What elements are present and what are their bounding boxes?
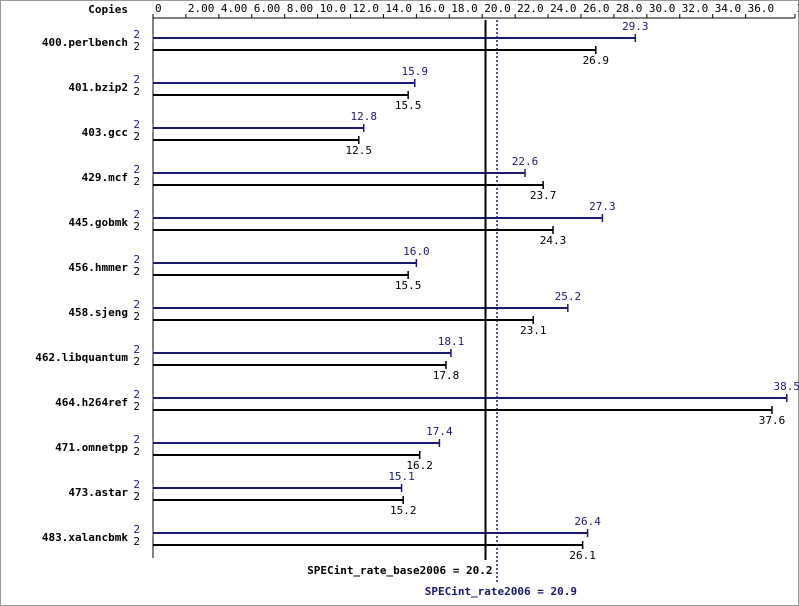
- x-tick-label: 8.00: [287, 2, 314, 15]
- copies-label: 2: [133, 175, 140, 188]
- category-label: 429.mcf: [82, 171, 128, 184]
- category-label: 462.libquantum: [35, 351, 128, 364]
- copies-label: 2: [133, 253, 140, 266]
- x-tick-label: 6.00: [254, 2, 281, 15]
- copies-label: 2: [133, 265, 140, 278]
- value-label: 29.3: [622, 20, 649, 33]
- value-label: 25.2: [555, 290, 582, 303]
- copies-label: 2: [133, 445, 140, 458]
- category-label: 401.bzip2: [68, 81, 128, 94]
- copies-label: 2: [133, 85, 140, 98]
- x-tick-label: 10.0: [320, 2, 347, 15]
- copies-label: 2: [133, 478, 140, 491]
- value-label: 15.1: [388, 470, 415, 483]
- value-label: 12.8: [350, 110, 377, 123]
- copies-label: 2: [133, 298, 140, 311]
- value-label: 27.3: [589, 200, 616, 213]
- copies-label: 2: [133, 310, 140, 323]
- copies-label: 2: [133, 433, 140, 446]
- copies-label: 2: [133, 118, 140, 131]
- value-label: 16.0: [403, 245, 430, 258]
- value-label: 12.5: [346, 144, 373, 157]
- value-label: 15.2: [390, 504, 417, 517]
- value-label: 23.1: [520, 324, 547, 337]
- value-label: 26.4: [574, 515, 601, 528]
- x-tick-label: 18.0: [451, 2, 478, 15]
- x-tick-label: 14.0: [385, 2, 412, 15]
- x-tick-label: 0: [155, 2, 162, 15]
- category-label: 458.sjeng: [68, 306, 128, 319]
- value-label: 17.4: [426, 425, 453, 438]
- copies-label: 2: [133, 490, 140, 503]
- value-label: 15.5: [395, 279, 422, 292]
- value-label: 26.9: [583, 54, 610, 67]
- x-tick-label: 12.0: [353, 2, 380, 15]
- category-label: 400.perlbench: [42, 36, 128, 49]
- x-tick-label: 4.00: [221, 2, 248, 15]
- copies-label: 2: [133, 73, 140, 86]
- category-label: 445.gobmk: [68, 216, 128, 229]
- value-label: 23.7: [530, 189, 557, 202]
- value-label: 22.6: [512, 155, 539, 168]
- x-tick-label: 20.0: [484, 2, 511, 15]
- category-label: 483.xalancbmk: [42, 531, 128, 544]
- copies-label: 2: [133, 208, 140, 221]
- category-label: 473.astar: [68, 486, 128, 499]
- reference-label: SPECint_rate_base2006 = 20.2: [307, 564, 492, 577]
- copies-label: 2: [133, 220, 140, 233]
- x-tick-label: 16.0: [418, 2, 445, 15]
- value-label: 37.6: [759, 414, 786, 427]
- value-label: 15.9: [401, 65, 428, 78]
- copies-label: 2: [133, 535, 140, 548]
- value-label: 15.5: [395, 99, 422, 112]
- copies-label: 2: [133, 40, 140, 53]
- x-tick-label: 24.0: [550, 2, 577, 15]
- category-label: 471.omnetpp: [55, 441, 128, 454]
- x-tick-label: 36.0: [748, 2, 775, 15]
- x-label: Copies: [88, 3, 128, 16]
- x-tick-label: 32.0: [682, 2, 709, 15]
- x-tick-label: 26.0: [583, 2, 610, 15]
- copies-label: 2: [133, 400, 140, 413]
- copies-label: 2: [133, 343, 140, 356]
- x-tick-label: 28.0: [616, 2, 643, 15]
- category-label: 456.hmmer: [68, 261, 128, 274]
- copies-label: 2: [133, 388, 140, 401]
- copies-label: 2: [133, 130, 140, 143]
- copies-label: 2: [133, 523, 140, 536]
- value-label: 17.8: [433, 369, 460, 382]
- copies-label: 2: [133, 163, 140, 176]
- value-label: 16.2: [406, 459, 433, 472]
- copies-label: 2: [133, 28, 140, 41]
- x-tick-label: 30.0: [649, 2, 676, 15]
- x-tick-label: 34.0: [715, 2, 742, 15]
- x-tick-label: 39.0: [797, 2, 799, 15]
- x-tick-label: 22.0: [517, 2, 544, 15]
- category-label: 464.h264ref: [55, 396, 128, 409]
- x-tick-label: 2.00: [188, 2, 215, 15]
- copies-label: 2: [133, 355, 140, 368]
- category-label: 403.gcc: [82, 126, 128, 139]
- value-label: 24.3: [540, 234, 567, 247]
- value-label: 38.5: [774, 380, 799, 393]
- value-label: 18.1: [438, 335, 465, 348]
- value-label: 26.1: [569, 549, 596, 562]
- reference-label: SPECint_rate2006 = 20.9: [425, 585, 577, 598]
